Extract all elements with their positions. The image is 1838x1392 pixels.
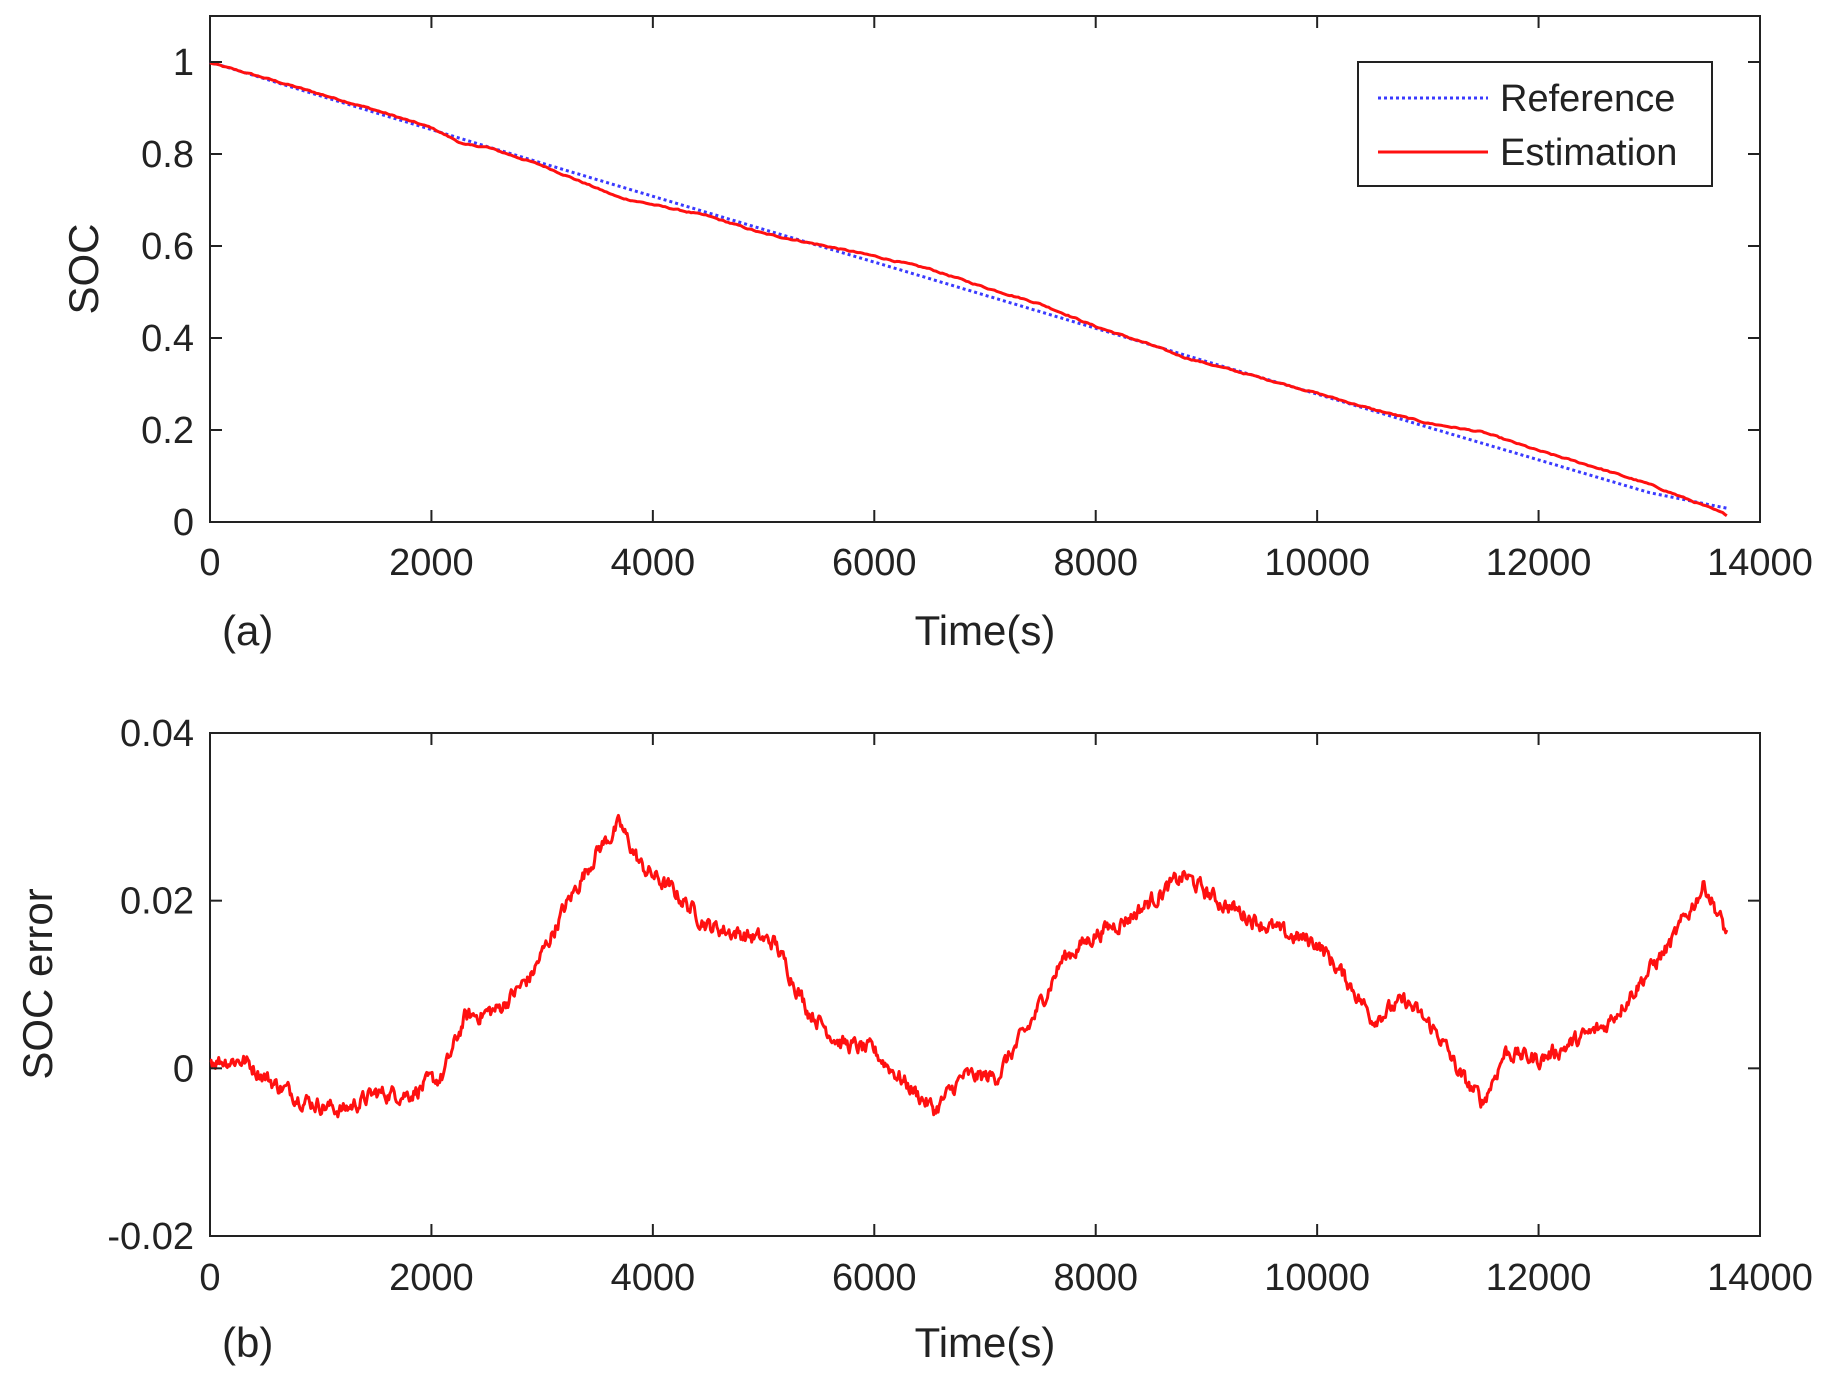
series-line-estimation: [209, 61, 1728, 517]
y-axis-label-a: SOC: [60, 223, 107, 314]
x-tick-label: 6000: [832, 542, 917, 584]
series-line-reference: [209, 60, 1728, 510]
x-tick-label: 8000: [1053, 1257, 1138, 1299]
y-tick-label: 0.2: [141, 410, 194, 452]
x-tick-label: 0: [199, 1257, 220, 1299]
y-tick-label: 0.04: [120, 713, 194, 755]
y-tick-label: 0.8: [141, 134, 194, 176]
x-tick-label: 10000: [1264, 1257, 1370, 1299]
legend-label-reference: Reference: [1500, 78, 1675, 120]
x-tick-label: 6000: [832, 1257, 917, 1299]
y-tick-label: 0.02: [120, 881, 194, 923]
x-tick-label: 4000: [611, 1257, 696, 1299]
plot-area-b: [209, 732, 1761, 1237]
x-tick-label: 8000: [1053, 542, 1138, 584]
y-tick-label: 0: [173, 502, 194, 544]
x-tick-label: 4000: [611, 542, 696, 584]
y-tick-label: 0.6: [141, 226, 194, 268]
y-axis-label-b: SOC error: [14, 888, 61, 1079]
x-tick-label: 2000: [389, 1257, 474, 1299]
x-axis-label-a: Time(s): [915, 607, 1056, 654]
x-axis-label-b: Time(s): [915, 1319, 1056, 1366]
series-line-soc-error: [209, 813, 1729, 1119]
panel-a: 0 2000 4000 6000 8000 10000 12000 14000 0 0.2 0.4…: [60, 15, 1813, 654]
x-tick-label: 10000: [1264, 542, 1370, 584]
x-tick-label: 2000: [389, 542, 474, 584]
x-tick-label: 12000: [1486, 542, 1592, 584]
panel-label-b: (b): [222, 1319, 273, 1366]
x-tick-label: 0: [199, 542, 220, 584]
x-tick-label: 14000: [1707, 542, 1813, 584]
panel-b: 0 2000 4000 6000 8000 10000 12000 14000 -0.0200…: [14, 713, 1813, 1366]
y-tick-label: 1: [173, 42, 194, 84]
y-tick-label: -0.02: [107, 1216, 194, 1258]
legend-label-estimation: Estimation: [1500, 132, 1677, 174]
y-tick-label: 0.4: [141, 318, 194, 360]
legend-box: [1357, 61, 1713, 187]
y-tick-label: 0: [173, 1048, 194, 1090]
legend: Reference Estimation: [1357, 61, 1713, 187]
panel-label-a: (a): [222, 607, 273, 654]
x-tick-label: 12000: [1486, 1257, 1592, 1299]
x-tick-label: 14000: [1707, 1257, 1813, 1299]
